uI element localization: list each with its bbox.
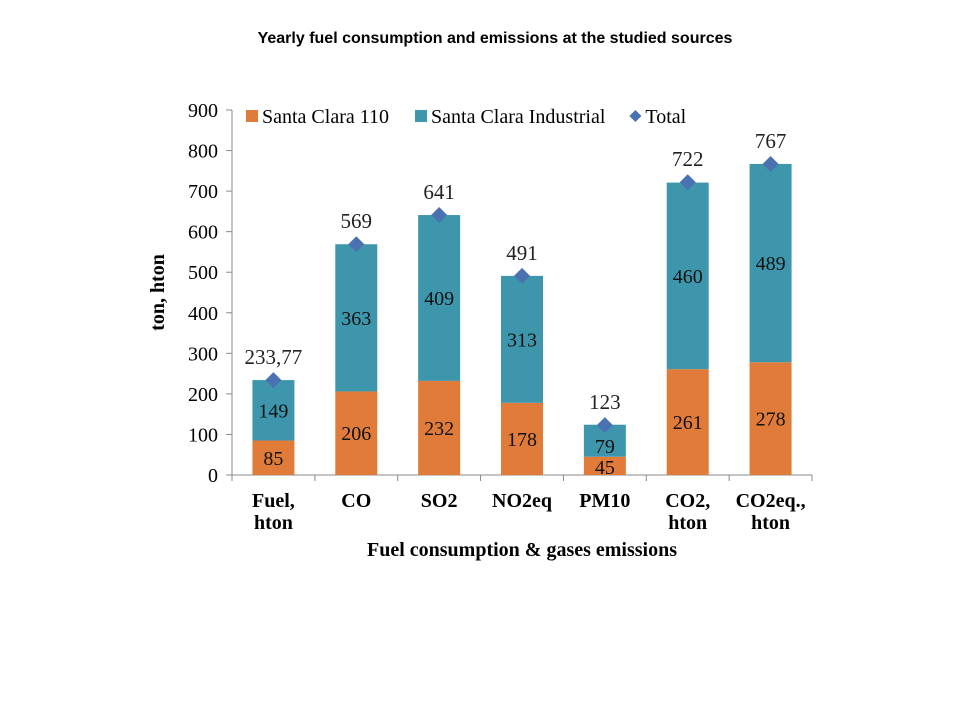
total-marker bbox=[514, 267, 530, 284]
data-label: 79 bbox=[595, 436, 615, 458]
total-marker bbox=[348, 236, 365, 253]
x-tick-label: CO2eq., bbox=[736, 490, 806, 512]
total-marker bbox=[431, 207, 448, 224]
x-tick-label: hton bbox=[254, 512, 293, 534]
data-label: 489 bbox=[756, 253, 786, 275]
legend-marker bbox=[629, 110, 642, 122]
x-tick-label: hton bbox=[751, 512, 790, 534]
bar-segment bbox=[418, 215, 461, 381]
bar-segment bbox=[666, 182, 709, 370]
total-marker bbox=[679, 174, 696, 191]
data-label: 363 bbox=[341, 308, 371, 330]
legend-swatch bbox=[246, 110, 258, 122]
x-tick-label: Fuel, bbox=[252, 490, 295, 512]
bar-segment bbox=[252, 440, 295, 475]
y-tick-label: 100 bbox=[188, 424, 218, 446]
y-tick-label: 400 bbox=[188, 303, 218, 325]
total-marker bbox=[762, 155, 779, 172]
x-tick-label: NO2eq bbox=[492, 490, 552, 512]
page-title: Yearly fuel consumption and emissions at… bbox=[257, 30, 733, 47]
data-label: 261 bbox=[673, 412, 703, 434]
bar-segment bbox=[418, 380, 461, 475]
data-label: 149 bbox=[258, 400, 288, 422]
data-label: 178 bbox=[507, 429, 537, 451]
bar-segment bbox=[583, 456, 626, 475]
legend-label: Santa Clara 110 bbox=[262, 106, 389, 128]
total-label: 123 bbox=[589, 390, 621, 414]
legend-label: Total bbox=[645, 106, 686, 128]
data-label: 409 bbox=[424, 288, 454, 310]
total-label: 233,77 bbox=[245, 345, 303, 369]
bar-segment bbox=[666, 369, 709, 475]
total-label: 722 bbox=[672, 147, 704, 171]
data-label: 206 bbox=[341, 423, 371, 445]
data-label: 313 bbox=[507, 329, 537, 351]
bar-segment bbox=[749, 163, 792, 363]
bar-segment bbox=[501, 402, 543, 475]
total-label: 491 bbox=[506, 241, 538, 265]
legend-label: Santa Clara Industrial bbox=[431, 106, 606, 128]
total-label: 767 bbox=[755, 129, 787, 153]
data-label: 278 bbox=[756, 409, 786, 431]
data-label: 232 bbox=[424, 418, 454, 440]
bar-segment bbox=[335, 391, 378, 475]
y-tick-label: 900 bbox=[188, 100, 218, 122]
data-label: 460 bbox=[673, 266, 703, 288]
data-label: 45 bbox=[595, 457, 615, 479]
total-marker bbox=[265, 372, 282, 389]
y-axis-title: ton, hton bbox=[147, 254, 169, 331]
total-label: 569 bbox=[341, 209, 373, 233]
x-tick-label: PM10 bbox=[579, 490, 630, 512]
bar-segment bbox=[252, 380, 295, 441]
x-tick-label: hton bbox=[668, 512, 707, 534]
x-tick-label: SO2 bbox=[421, 490, 458, 512]
total-label: 641 bbox=[423, 180, 455, 204]
y-tick-label: 700 bbox=[188, 181, 218, 203]
y-tick-label: 200 bbox=[188, 384, 218, 406]
y-tick-label: 800 bbox=[188, 141, 218, 163]
x-axis-title: Fuel consumption & gases emissions bbox=[367, 539, 677, 561]
x-tick-label: CO2, bbox=[665, 490, 710, 512]
total-marker bbox=[596, 417, 613, 434]
y-tick-label: 600 bbox=[188, 222, 218, 244]
bar-segment bbox=[749, 362, 792, 475]
y-tick-label: 500 bbox=[188, 262, 218, 284]
x-tick-label: CO bbox=[341, 490, 371, 512]
y-tick-label: 300 bbox=[188, 343, 218, 365]
bar-segment bbox=[501, 275, 543, 403]
legend-swatch bbox=[415, 110, 428, 122]
bar-segment bbox=[335, 244, 378, 392]
y-tick-label: 0 bbox=[208, 465, 218, 487]
data-label: 85 bbox=[263, 448, 283, 470]
